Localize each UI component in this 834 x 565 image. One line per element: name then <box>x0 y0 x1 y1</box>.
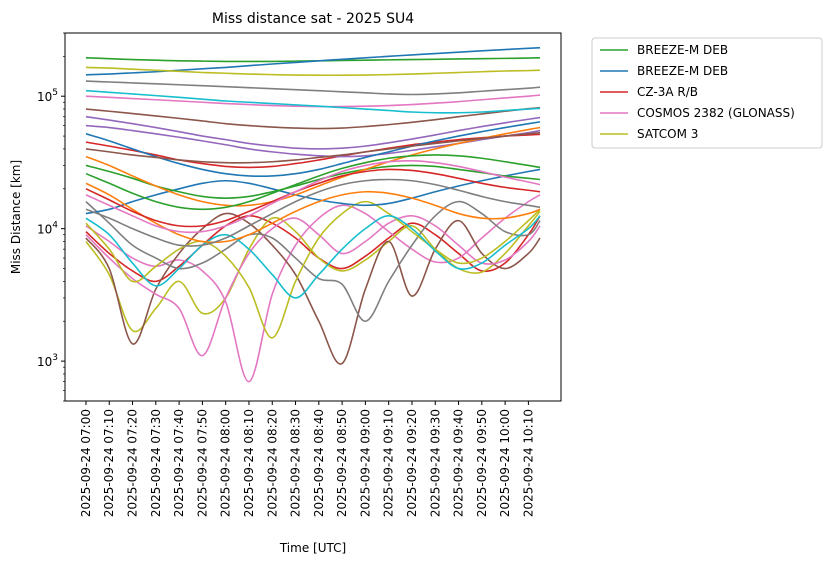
legend-frame <box>591 37 823 149</box>
legend: BREEZE-M DEB BREEZE-M DEB CZ-3A R/B COSMOS … <box>591 37 823 149</box>
x-tick-label: 2025-09-24 07:00 <box>79 409 93 517</box>
series-line <box>85 154 541 211</box>
y-axis: 103 104 105 <box>37 32 65 402</box>
series-line <box>85 215 541 299</box>
legend-entry-label: BREEZE-M DEB <box>637 43 728 57</box>
x-tick-label: 2025-09-24 09:00 <box>358 409 372 517</box>
x-tick-label: 2025-09-24 07:40 <box>172 409 186 517</box>
x-axis-label: Time [UTC] <box>279 541 346 555</box>
series-line <box>85 210 541 333</box>
x-tick-label: 2025-09-24 10:10 <box>521 409 535 517</box>
legend-entry-label: SATCOM 3 <box>637 127 698 141</box>
series-line <box>85 106 541 130</box>
series-line <box>85 168 541 228</box>
x-tick-label: 2025-09-24 07:30 <box>149 409 163 517</box>
series-layer <box>85 46 541 383</box>
legend-entry-label: BREEZE-M DEB <box>637 64 728 78</box>
x-tick-label: 2025-09-24 08:20 <box>265 409 279 517</box>
series-line <box>85 89 541 114</box>
series-line <box>85 182 541 244</box>
series-line <box>85 194 541 383</box>
x-tick-label: 2025-09-24 07:50 <box>195 409 209 517</box>
plot-area <box>64 32 562 402</box>
x-tick-label: 2025-09-24 07:10 <box>102 409 116 517</box>
series-line <box>85 115 541 150</box>
x-tick-label: 2025-09-24 08:00 <box>219 409 233 517</box>
series-line <box>85 80 541 96</box>
x-tick-label: 2025-09-24 08:10 <box>242 409 256 517</box>
series-line <box>85 124 541 158</box>
y-axis-label: Miss Distance [km] <box>9 160 23 274</box>
series-line <box>85 212 541 365</box>
x-tick-label: 2025-09-24 08:30 <box>289 409 303 517</box>
y-tick-label: 105 <box>37 88 58 104</box>
series-line <box>85 160 541 234</box>
x-tick-label: 2025-09-24 08:50 <box>335 409 349 517</box>
legend-entry-label: CZ-3A R/B <box>637 85 698 99</box>
series-line <box>85 215 541 357</box>
series-line <box>85 164 541 199</box>
y-tick-label: 104 <box>37 221 58 237</box>
x-tick-label: 2025-09-24 09:50 <box>475 409 489 517</box>
y-tick-label: 103 <box>37 353 58 369</box>
series-line <box>85 66 541 77</box>
x-tick-label: 2025-09-24 10:00 <box>498 409 512 517</box>
series-line <box>85 200 541 339</box>
x-axis: 2025-09-24 07:00 2025-09-24 07:10 2025-09-… <box>79 401 535 517</box>
plot-frame <box>64 32 562 402</box>
x-tick-label: 2025-09-24 07:20 <box>126 409 140 517</box>
x-tick-label: 2025-09-24 09:30 <box>428 409 442 517</box>
x-tick-label: 2025-09-24 09:10 <box>382 409 396 517</box>
series-line <box>85 178 541 247</box>
legend-entry-label: COSMOS 2382 (GLONASS) <box>637 106 795 120</box>
x-tick-label: 2025-09-24 09:20 <box>405 409 419 517</box>
x-tick-label: 2025-09-24 08:40 <box>312 409 326 517</box>
x-tick-label: 2025-09-24 09:40 <box>452 409 466 517</box>
series-line <box>85 131 541 164</box>
chart-title: Miss distance sat - 2025 SU4 <box>212 11 414 27</box>
